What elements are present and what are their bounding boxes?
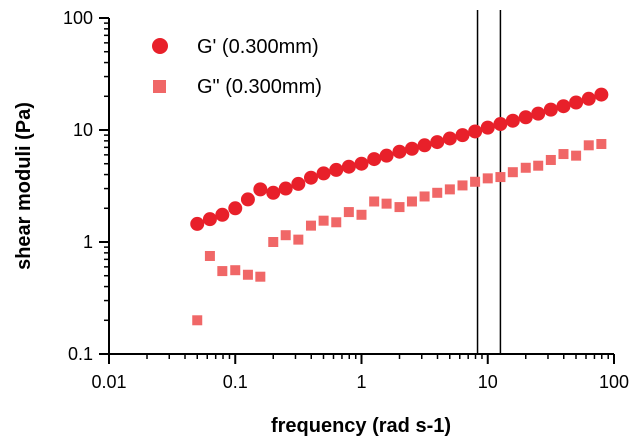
gprime-point <box>392 144 407 159</box>
y-axis-title: shear moduli (Pa) <box>13 102 35 270</box>
gprime-point <box>253 182 268 197</box>
legend-marker-gprime <box>152 38 168 54</box>
gprime-point <box>505 113 520 128</box>
y-tick-label: 1 <box>83 232 93 252</box>
gprime-point <box>316 166 331 181</box>
x-tick-label: 10 <box>478 372 498 392</box>
gdoubleprime-point <box>571 150 582 161</box>
gdoubleprime-point <box>204 250 215 261</box>
gdoubleprime-point <box>482 173 493 184</box>
x-tick-label: 100 <box>599 372 629 392</box>
gdoubleprime-point <box>596 138 607 149</box>
gprime-point <box>354 156 369 171</box>
gprime-point <box>278 181 293 196</box>
gdoubleprime-point <box>230 265 241 276</box>
gprime-point <box>266 185 281 200</box>
gdoubleprime-point <box>305 220 316 231</box>
gprime-point <box>291 176 306 191</box>
x-tick-label: 1 <box>356 372 366 392</box>
x-axis-title: frequency (rad s-1) <box>271 415 451 437</box>
axes <box>108 18 614 355</box>
gdoubleprime-point <box>318 215 329 226</box>
ticks: 0.01 0.1 1 10 100 0.1 1 10 100 <box>63 8 629 392</box>
gdoubleprime-point <box>583 140 594 151</box>
legend-label-gdoubleprime: G" (0.300mm) <box>197 76 322 98</box>
gdoubleprime-point <box>406 196 417 207</box>
gprime-point <box>556 99 571 114</box>
gdoubleprime-point <box>343 207 354 218</box>
gprime-point <box>202 212 217 227</box>
gprime-point <box>531 106 546 121</box>
gprime-point <box>594 87 609 102</box>
gprime-point <box>480 120 495 135</box>
gprime-point <box>455 128 470 143</box>
gdoubleprime-point <box>507 167 518 178</box>
gprime-point <box>430 135 445 150</box>
gdoubleprime-point <box>432 187 443 198</box>
gdoubleprime-point <box>331 217 342 228</box>
gdoubleprime-point <box>268 237 279 247</box>
gdoubleprime-point <box>217 266 228 277</box>
y-tick-label: 0.1 <box>68 344 93 364</box>
gdoubleprime-point <box>242 269 253 280</box>
y-tick-label: 10 <box>73 120 93 140</box>
y-tick-label: 100 <box>63 8 93 28</box>
gdoubleprime-point <box>192 315 203 326</box>
gprime-point <box>379 148 394 163</box>
gprime-point <box>518 110 533 125</box>
gdoubleprime-point <box>457 180 468 191</box>
gdoubleprime-point <box>381 198 392 209</box>
gprime-point <box>228 201 243 216</box>
gdoubleprime-point <box>558 149 569 160</box>
gdoubleprime-point <box>369 196 380 207</box>
gdoubleprime-point <box>280 230 291 241</box>
gprime-point <box>329 162 344 177</box>
gprime-point <box>190 216 205 231</box>
gprime-point <box>468 124 483 139</box>
legend: G' (0.300mm) G" (0.300mm) <box>152 36 322 98</box>
gdoubleprime-point <box>495 172 506 183</box>
gprime-point <box>581 91 596 106</box>
gprime-point <box>367 152 382 167</box>
gdoubleprime-point <box>356 209 367 220</box>
x-tick-label: 0.1 <box>223 372 248 392</box>
gprime-point <box>341 159 356 174</box>
gdoubleprime-point <box>520 162 531 173</box>
gdoubleprime-point <box>444 184 455 195</box>
gprime-point <box>543 102 558 117</box>
gprime-point <box>442 131 457 146</box>
gdoubleprime-point <box>419 191 430 202</box>
gdoubleprime-point <box>394 202 405 213</box>
gdoubleprime-point <box>470 176 481 187</box>
legend-marker-gdoubleprime <box>153 80 166 93</box>
gprime-point <box>404 141 419 156</box>
gprime-point <box>240 192 255 207</box>
gdoubleprime-point <box>545 154 556 165</box>
gprime-point <box>417 138 432 153</box>
gdoubleprime-point <box>255 271 266 282</box>
gdoubleprime-point <box>293 234 304 245</box>
x-tick-label: 0.01 <box>91 372 126 392</box>
gprime-point <box>493 117 508 132</box>
legend-label-gprime: G' (0.300mm) <box>197 36 319 58</box>
plot-marks <box>190 10 609 354</box>
gdoubleprime-point <box>533 160 544 171</box>
gprime-point <box>303 170 318 185</box>
gprime-point <box>569 95 584 110</box>
gprime-point <box>215 207 230 222</box>
